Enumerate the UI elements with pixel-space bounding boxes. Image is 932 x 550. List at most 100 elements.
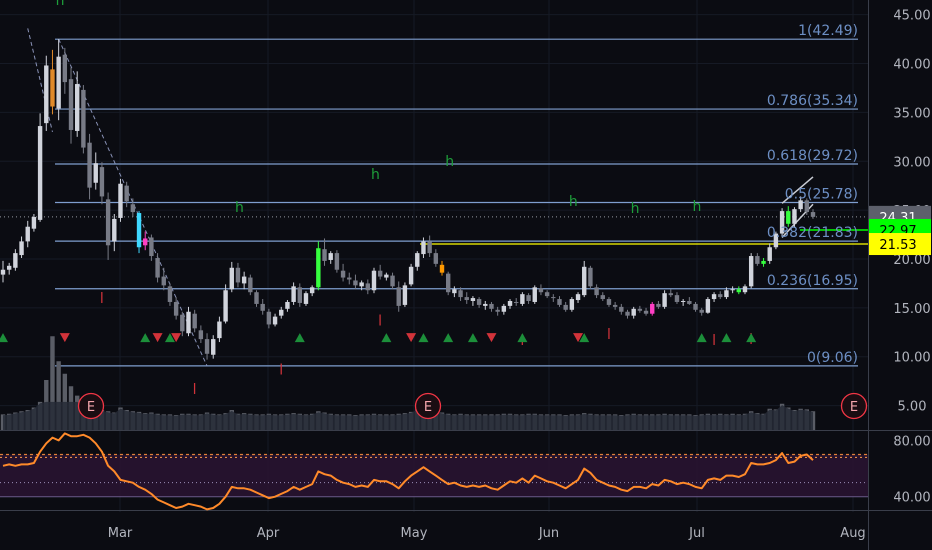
fib-level-label: 0.236(16.95)	[767, 273, 858, 289]
candle-body	[353, 280, 358, 286]
buy-triangle-marker	[746, 333, 757, 343]
candle-body	[452, 289, 457, 294]
candle-body	[718, 294, 723, 298]
candle-body	[408, 266, 414, 285]
candle-body	[520, 294, 525, 304]
candle-body	[767, 247, 772, 261]
candle-body	[186, 311, 191, 334]
candle-body	[680, 301, 686, 302]
fib-level-label: 1(42.49)	[798, 23, 858, 39]
candle-body	[656, 303, 661, 307]
price-axis-tick-label: 40.00	[893, 58, 930, 73]
candle-body	[13, 253, 18, 268]
candle-body	[687, 301, 692, 304]
candle-body	[557, 299, 562, 305]
candle-body	[415, 253, 420, 267]
low-fractal-label: l	[607, 327, 611, 343]
candle-body	[476, 299, 482, 305]
oscillator-band	[0, 454, 868, 497]
fib-level-label: 0.618(29.72)	[767, 148, 858, 164]
candle-body	[569, 299, 575, 310]
price-axis-tick-label: 45.00	[893, 9, 930, 24]
candle-body	[87, 142, 92, 188]
candle-body	[180, 314, 185, 332]
candle-body	[643, 310, 649, 314]
candle-body	[93, 163, 98, 183]
time-axis-tick-label: Jun	[538, 526, 559, 541]
buy-triangle-marker	[517, 333, 528, 343]
candle-body	[173, 301, 179, 316]
candle-body	[668, 293, 673, 296]
candle-body	[297, 287, 302, 303]
candle-body	[328, 253, 333, 260]
candle-body	[334, 253, 340, 270]
candle-body	[458, 290, 463, 298]
candle-body	[798, 200, 803, 210]
candle-body	[625, 311, 630, 316]
candle-body	[489, 303, 494, 309]
candle-body	[588, 267, 593, 287]
candle-body	[637, 308, 643, 311]
candle-body	[792, 209, 797, 224]
candle-body	[619, 306, 624, 312]
candle-body	[693, 303, 698, 310]
candle-body	[582, 266, 587, 296]
candle-body	[514, 301, 519, 303]
candle-body	[755, 256, 760, 264]
candle-body	[483, 303, 488, 306]
candle-body	[56, 56, 61, 109]
candle-body	[421, 241, 426, 255]
candle-body	[347, 277, 352, 280]
candle-body	[804, 200, 810, 213]
candle-body	[99, 167, 105, 197]
price-axis-tick-label: 20.00	[893, 253, 930, 268]
candle-body	[309, 287, 315, 294]
buy-triangle-marker	[381, 333, 392, 343]
high-fractal-label: h	[56, 0, 65, 9]
candle-body	[161, 276, 166, 286]
low-fractal-label: l	[279, 362, 283, 378]
candle-body	[507, 301, 513, 306]
candle-body	[532, 287, 537, 302]
candle-body	[254, 292, 259, 304]
candle-body	[198, 330, 204, 340]
candle-body	[124, 185, 129, 202]
candle-body	[211, 339, 216, 355]
candle-body	[445, 273, 451, 293]
candle-body	[495, 309, 500, 312]
candle-body	[371, 270, 377, 291]
candle-body	[248, 277, 253, 293]
candle-body	[167, 286, 173, 302]
candle-body	[786, 211, 791, 224]
earnings-marker-label: E	[850, 400, 858, 415]
earnings-marker	[77, 392, 105, 420]
candle-body	[316, 248, 321, 288]
price-axis-tick-label: 5.00	[898, 400, 927, 415]
candle-body	[544, 292, 550, 297]
candle-body	[217, 321, 222, 339]
sell-triangle-marker	[406, 333, 417, 343]
high-fractal-label: h	[235, 200, 244, 216]
candle-body	[229, 267, 234, 290]
buy-triangle-marker	[0, 333, 8, 343]
candle-body	[50, 69, 55, 107]
sell-triangle-marker	[171, 333, 182, 343]
candle-body	[526, 295, 531, 301]
candle-body	[81, 89, 86, 148]
buy-triangle-marker	[418, 333, 429, 343]
candle-body	[241, 276, 247, 284]
candle-body	[724, 290, 729, 298]
candle-body	[37, 126, 43, 220]
candle-body	[105, 199, 111, 246]
low-fractal-label: l	[193, 382, 197, 398]
time-axis-tick-label: May	[401, 526, 428, 541]
high-fractal-label: h	[693, 199, 702, 215]
candle-body	[699, 309, 704, 313]
candle-body	[112, 218, 117, 242]
low-fractal-label: l	[712, 333, 716, 349]
high-fractal-label: h	[371, 167, 380, 183]
price-axis-tick-label: 35.00	[893, 106, 930, 121]
time-axis-tick-label: Jul	[688, 526, 705, 541]
